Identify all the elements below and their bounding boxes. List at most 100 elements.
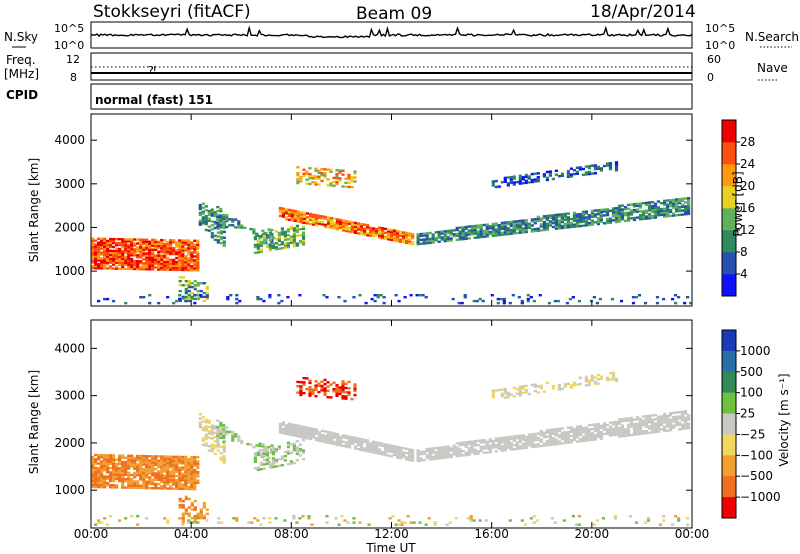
echo-cell [473, 232, 477, 235]
echo-cell [548, 435, 552, 438]
echo-cell [196, 475, 200, 478]
echo-cell [181, 266, 185, 270]
echo-cell [271, 236, 275, 240]
echo-cell [341, 390, 345, 394]
echo-cell [518, 221, 522, 225]
echo-cell [329, 438, 334, 441]
echo-cell [509, 220, 513, 224]
echo-cell [103, 239, 107, 243]
echo-cell [219, 432, 223, 435]
echo-cell [193, 261, 197, 264]
echo-cell [554, 430, 558, 433]
echo-cell [196, 253, 200, 256]
echo-cell [672, 424, 676, 427]
echo-cell [326, 381, 330, 384]
echo-cell [578, 376, 582, 379]
echo-cell [411, 242, 415, 246]
echo-cell [384, 453, 388, 457]
echo-cell [136, 469, 140, 473]
echo-cell [675, 210, 679, 213]
echo-cell [184, 261, 188, 264]
echo-cell [533, 222, 537, 225]
echo-cell [545, 429, 549, 432]
echo-cell [115, 477, 119, 481]
echo-cell [112, 460, 116, 463]
echo-cell [677, 517, 681, 520]
echo-cell [641, 215, 646, 219]
echo-cell [202, 516, 206, 520]
echo-cell [527, 392, 531, 396]
echo-cell [299, 180, 303, 183]
echo-cell [216, 213, 220, 217]
echo-cell [314, 223, 319, 227]
echo-cell [650, 431, 655, 434]
echo-cell [103, 249, 107, 252]
echo-cell [293, 430, 297, 433]
echo-cell [204, 427, 208, 430]
power-data-cells [91, 161, 693, 305]
echo-cell [166, 258, 170, 261]
echo-cell [175, 468, 179, 471]
echo-cell [157, 242, 161, 246]
echo-cell [283, 455, 287, 458]
echo-cell [332, 184, 336, 187]
echo-cell [268, 296, 272, 299]
echo-cell [548, 437, 552, 440]
echo-cell [452, 229, 456, 232]
echo-cell [172, 459, 176, 463]
echo-cell [554, 434, 558, 437]
echo-cell [402, 241, 406, 244]
echo-cell [338, 435, 343, 439]
echo-cell [187, 257, 191, 260]
echo-cell [638, 430, 643, 433]
echo-cell [293, 211, 297, 215]
echo-cell [638, 428, 643, 431]
echo-cell [542, 390, 546, 393]
echo-cell [557, 175, 561, 178]
echo-cell [130, 263, 134, 267]
echo-cell [198, 417, 202, 420]
colorbar-swatch [722, 230, 736, 253]
echo-cell [484, 519, 488, 522]
echo-cell [620, 208, 625, 211]
echo-cell [548, 443, 552, 447]
echo-cell [437, 457, 441, 460]
echo-cell [605, 208, 610, 211]
echo-cell [515, 434, 519, 438]
echo-cell [193, 255, 197, 258]
echo-cell [160, 260, 164, 263]
echo-cell [289, 241, 293, 244]
echo-cell [196, 473, 200, 476]
echo-cell [277, 231, 281, 235]
echo-cell [428, 458, 432, 461]
echo-cell [653, 413, 658, 417]
colorbar-tick-label: 25 [740, 407, 755, 421]
echo-cell [133, 259, 137, 263]
echo-cell [542, 217, 546, 220]
echo-cell [434, 446, 438, 450]
freq-label-line1: Freq. [6, 53, 36, 67]
echo-cell [178, 487, 182, 490]
echo-cell [204, 437, 208, 441]
echo-cell [255, 232, 259, 236]
echo-cell [617, 428, 622, 432]
echo-cell [635, 422, 640, 425]
echo-cell [678, 417, 682, 420]
echo-cell [476, 452, 480, 455]
nave-tick-top: 60 [707, 53, 721, 66]
echo-cell [396, 452, 400, 455]
echo-cell [187, 268, 191, 272]
echo-cell [292, 444, 296, 448]
echo-cell [142, 252, 146, 255]
echo-cell [255, 234, 259, 237]
echo-cell [470, 231, 474, 234]
echo-cell [91, 255, 95, 258]
echo-cell [578, 425, 582, 428]
echo-cell [259, 250, 263, 253]
echo-cell [467, 449, 471, 452]
echo-cell [515, 220, 519, 223]
echo-cell [311, 434, 316, 437]
echo-cell [669, 214, 673, 218]
echo-cell [464, 453, 468, 457]
echo-cell [193, 243, 197, 246]
